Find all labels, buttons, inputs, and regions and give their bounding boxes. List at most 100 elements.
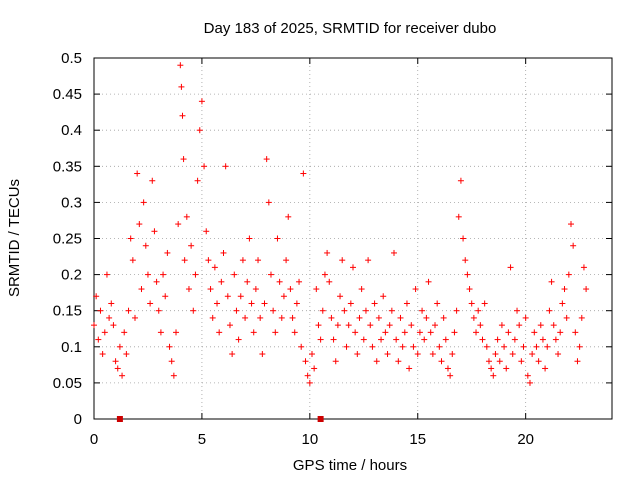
data-point	[257, 314, 264, 321]
data-point	[175, 221, 182, 228]
y-tick-label: 0.5	[61, 50, 82, 67]
data-point	[198, 98, 205, 105]
data-point	[308, 351, 315, 358]
data-point	[501, 343, 508, 350]
data-point	[108, 300, 115, 307]
data-point	[157, 329, 164, 336]
data-point	[345, 322, 352, 329]
y-tick-label: 0.4	[61, 122, 82, 139]
data-point	[524, 372, 531, 379]
data-point	[580, 264, 587, 271]
data-point	[114, 365, 121, 372]
data-point	[432, 322, 439, 329]
data-point	[414, 351, 421, 358]
data-point	[205, 257, 212, 264]
y-tick-label: 0.3	[61, 194, 82, 211]
data-point	[326, 278, 333, 285]
data-point	[149, 177, 156, 184]
data-point	[203, 228, 210, 235]
data-point	[155, 307, 162, 314]
x-tick-label: 0	[90, 431, 98, 448]
data-point	[352, 329, 359, 336]
data-point	[514, 307, 521, 314]
data-point	[121, 329, 128, 336]
data-point	[559, 300, 566, 307]
data-point	[496, 358, 503, 365]
data-point	[347, 300, 354, 307]
data-point	[216, 329, 223, 336]
data-point	[406, 365, 413, 372]
data-point	[384, 351, 391, 358]
data-point	[106, 314, 113, 321]
data-point	[395, 358, 402, 365]
data-point	[168, 358, 175, 365]
data-point	[434, 300, 441, 307]
data-point	[511, 336, 518, 343]
data-point	[440, 314, 447, 321]
data-point	[138, 286, 145, 293]
data-point	[535, 358, 542, 365]
data-point	[134, 170, 141, 177]
data-point	[274, 235, 281, 242]
data-point	[151, 228, 158, 235]
data-point	[408, 322, 415, 329]
y-tick-label: 0.35	[53, 158, 82, 175]
data-point	[289, 314, 296, 321]
data-point	[283, 257, 290, 264]
data-point	[397, 314, 404, 321]
x-tick-label: 20	[517, 431, 534, 448]
data-point	[296, 278, 303, 285]
data-point	[192, 271, 199, 278]
data-point	[136, 221, 143, 228]
data-point	[561, 286, 568, 293]
data-point	[306, 379, 313, 386]
data-point	[261, 300, 268, 307]
data-point	[550, 322, 557, 329]
data-point	[373, 358, 380, 365]
data-point	[222, 163, 229, 170]
data-point	[235, 336, 242, 343]
data-point	[339, 257, 346, 264]
data-point	[278, 314, 285, 321]
data-point	[509, 351, 516, 358]
data-point	[444, 365, 451, 372]
data-point	[468, 300, 475, 307]
data-point	[518, 358, 525, 365]
data-point	[421, 336, 428, 343]
data-point	[267, 271, 274, 278]
data-point	[425, 278, 432, 285]
data-point	[142, 242, 149, 249]
data-point	[324, 249, 331, 256]
data-point	[181, 257, 188, 264]
data-point	[97, 307, 104, 314]
data-point	[123, 351, 130, 358]
data-point	[367, 322, 374, 329]
data-point	[460, 235, 467, 242]
data-point	[147, 300, 154, 307]
data-point	[583, 286, 590, 293]
data-point	[226, 322, 233, 329]
data-point	[567, 221, 574, 228]
data-point	[196, 127, 203, 134]
data-point	[242, 314, 249, 321]
data-point	[178, 83, 185, 90]
data-point	[280, 293, 287, 300]
data-point	[328, 314, 335, 321]
x-axis-label: GPS time / hours	[293, 457, 407, 474]
data-point	[190, 307, 197, 314]
data-point	[507, 264, 514, 271]
data-point	[302, 358, 309, 365]
data-point	[119, 372, 126, 379]
data-point	[475, 307, 482, 314]
data-point	[112, 358, 119, 365]
data-point	[127, 235, 134, 242]
data-point	[522, 314, 529, 321]
data-point	[539, 336, 546, 343]
data-point	[250, 329, 257, 336]
data-point	[101, 329, 108, 336]
data-point	[183, 213, 190, 220]
data-point	[516, 322, 523, 329]
zero-marker	[317, 416, 324, 422]
data-point	[546, 307, 553, 314]
